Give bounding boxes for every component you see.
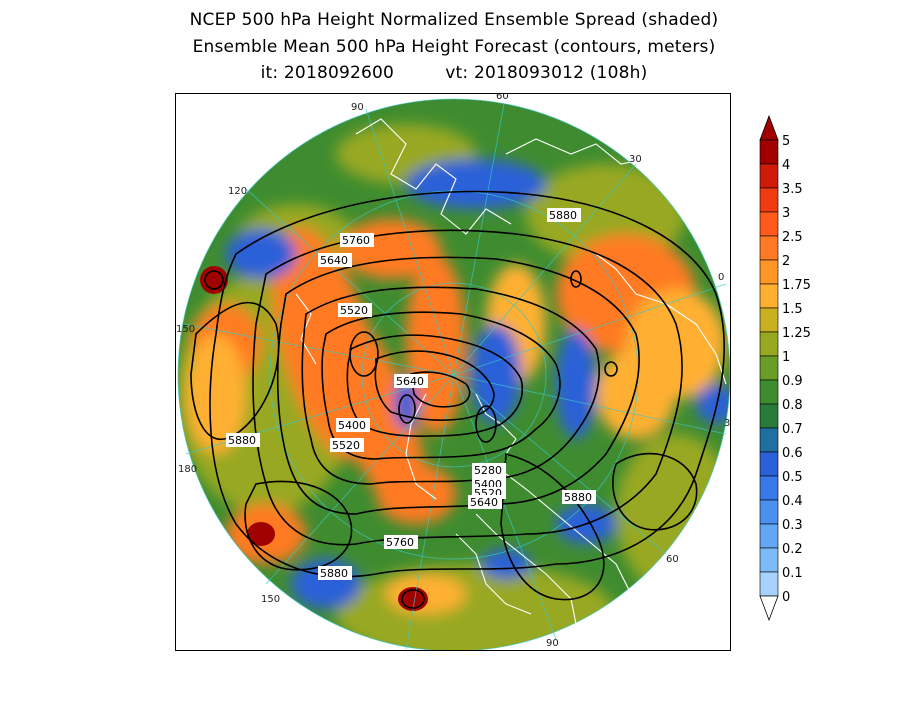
colorbar-swatch	[759, 187, 779, 213]
contour-label: 5760	[342, 234, 370, 247]
lon-label: 150	[261, 594, 280, 605]
colorbar-swatch	[759, 499, 779, 525]
colorbar-swatch	[759, 235, 779, 261]
colorbar-swatch	[759, 403, 779, 429]
colorbar-tick-label: 0.8	[782, 398, 803, 413]
figure-title-line-1: NCEP 500 hPa Height Normalized Ensemble …	[189, 10, 719, 30]
colorbar-tick-label: 1.25	[782, 326, 811, 341]
contour-label: 5760	[386, 536, 414, 549]
lon-label: 120	[228, 186, 247, 197]
lon-label: 60	[666, 554, 679, 565]
colorbar-tick-label: 2.5	[782, 230, 803, 245]
contour-label: 5880	[549, 209, 577, 222]
figure-time-line: it: 2018092600 vt: 2018093012 (108h)	[0, 63, 908, 83]
colorbar-tick-label: 1.5	[782, 302, 803, 317]
lon-label: 150	[176, 324, 195, 335]
lon-label: 0	[718, 272, 724, 283]
colorbar-tick-label: 5	[782, 134, 790, 149]
colorbar-swatch	[759, 571, 779, 597]
contour-label: 5640	[396, 375, 424, 388]
lon-label: 30	[629, 154, 642, 165]
colorbar-swatch	[759, 379, 779, 405]
colorbar-tick-label: 3.5	[782, 182, 803, 197]
colorbar-tick-label: 0.7	[782, 422, 803, 437]
colorbar-swatch	[759, 547, 779, 573]
colorbar-min-triangle	[759, 595, 779, 622]
colorbar-swatch	[759, 283, 779, 309]
height-contours	[190, 190, 726, 609]
contour-labels: 5880 5760 5640 5520 5640 5400 5520 5880 …	[226, 208, 596, 580]
lon-label: 30	[724, 418, 731, 429]
lon-label: 60	[496, 94, 509, 102]
colorbar-tick-label: 0.9	[782, 374, 803, 389]
colorbar-tick-label: 2	[782, 254, 790, 269]
colorbar-tick-label: 1.75	[782, 278, 811, 293]
colorbar-tick-label: 0.6	[782, 446, 803, 461]
colorbar-tick-label: 1	[782, 350, 790, 365]
figure-title-line-2: Ensemble Mean 500 hPa Height Forecast (c…	[192, 37, 716, 57]
init-time-label: it: 2018092600	[260, 63, 395, 83]
colorbar-swatch	[759, 451, 779, 477]
colorbar-swatch	[759, 211, 779, 237]
lon-label: 180	[178, 464, 197, 475]
contour-label: 5640	[320, 254, 348, 267]
colorbar-tick-label: 0.1	[782, 566, 803, 581]
colorbar-swatch	[759, 475, 779, 501]
colorbar-tick-label: 4	[782, 158, 790, 173]
contour-label: 5640	[470, 496, 498, 509]
polar-map: 5880 5760 5640 5520 5640 5400 5520 5880 …	[176, 94, 731, 650]
lon-label: 90	[546, 638, 559, 649]
colorbar-tick-label: 0	[782, 590, 790, 605]
colorbar-legend: 5 4 3.5 3 2.5 2 1.75 1.5 1.25 1 0.9 0.8 0.7 0.6 0.5 0.4…	[759, 114, 811, 622]
contour-label: 5880	[564, 491, 592, 504]
colorbar-tick-label: 0.2	[782, 542, 803, 557]
colorbar-swatch	[759, 523, 779, 549]
colorbar-max-triangle	[759, 114, 779, 141]
longitude-labels: 60 30 0 30 60 90 120 150 180 150 120 90	[176, 94, 731, 649]
colorbar-swatch	[759, 259, 779, 285]
contour-label: 5280	[474, 464, 502, 477]
contour-label: 5520	[340, 304, 368, 317]
colorbar-tick-label: 0.5	[782, 470, 803, 485]
colorbar-swatch	[759, 355, 779, 381]
map-frame: 5880 5760 5640 5520 5640 5400 5520 5880 …	[175, 93, 731, 651]
colorbar-swatch	[759, 427, 779, 453]
colorbar-swatch	[759, 307, 779, 333]
colorbar-swatch	[759, 139, 779, 165]
contour-label: 5400	[338, 419, 366, 432]
colorbar-swatch	[759, 163, 779, 189]
contour-label: 5880	[228, 434, 256, 447]
contour-label: 5520	[332, 439, 360, 452]
valid-time-label: vt: 2018093012 (108h)	[445, 63, 648, 83]
lon-label: 90	[351, 102, 364, 113]
colorbar-tick-label: 3	[782, 206, 790, 221]
colorbar-tick-label: 0.3	[782, 518, 803, 533]
contour-label: 5880	[320, 567, 348, 580]
colorbar-tick-label: 0.4	[782, 494, 803, 509]
colorbar-swatch	[759, 331, 779, 357]
